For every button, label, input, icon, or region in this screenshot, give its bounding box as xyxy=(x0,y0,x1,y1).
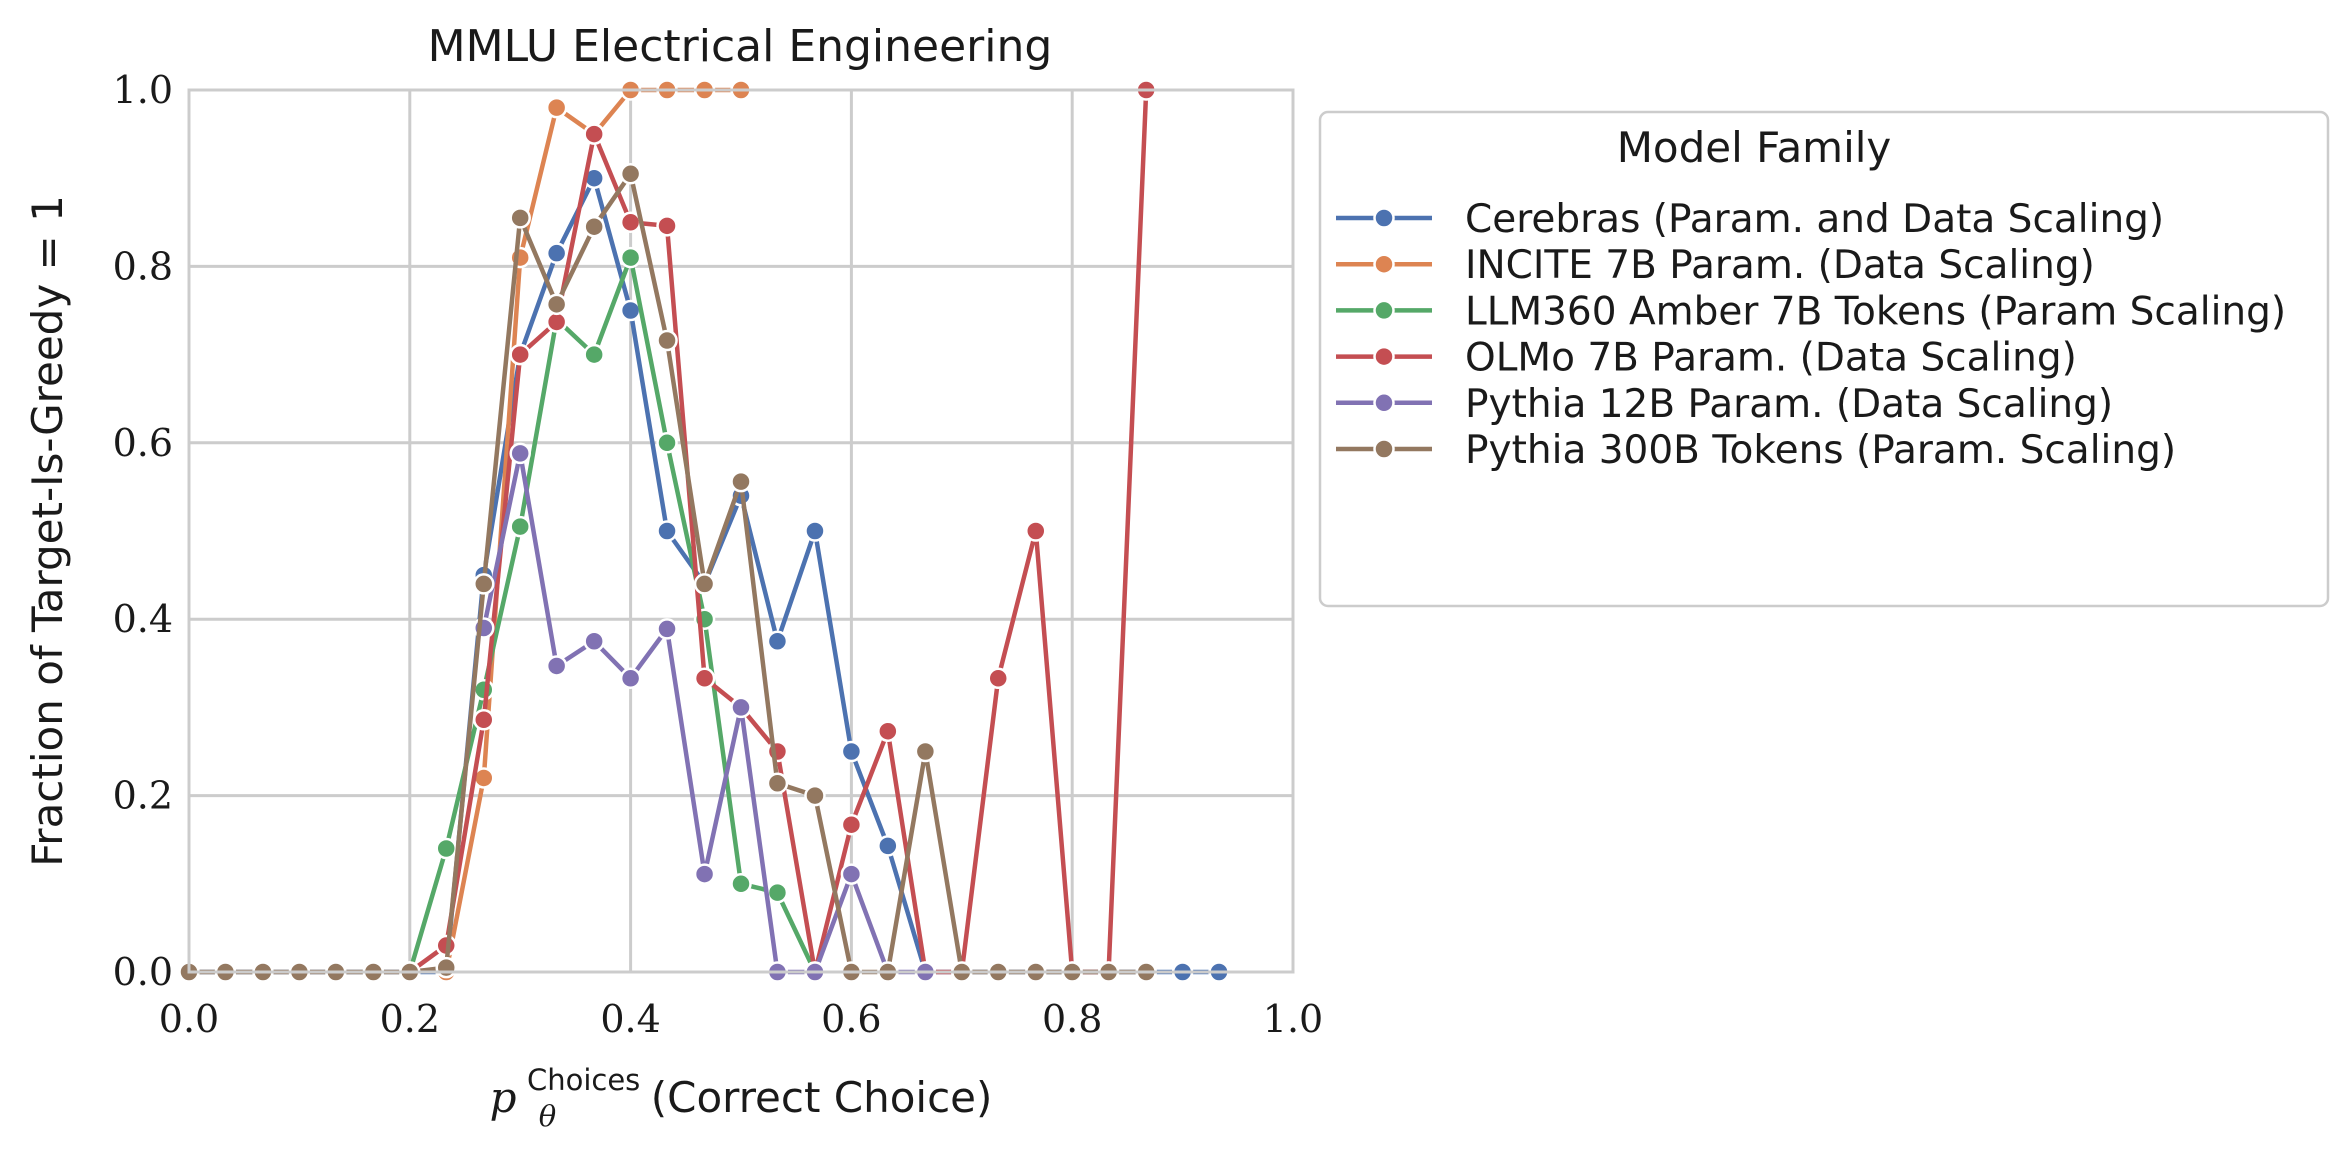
data-point xyxy=(619,246,642,269)
data-point xyxy=(473,679,495,701)
y-tick-label: 0.4 xyxy=(113,597,173,641)
y-tick-label: 0.6 xyxy=(113,421,173,465)
data-point xyxy=(583,630,605,652)
data-point xyxy=(509,343,531,366)
data-point xyxy=(840,740,863,763)
legend-marker xyxy=(1373,392,1395,414)
data-point xyxy=(656,215,678,237)
legend-item: Pythia 12B Param. (Data Scaling) xyxy=(1336,382,2113,427)
legend-label: Cerebras (Param. and Data Scaling) xyxy=(1465,197,2164,242)
x-tick-label: 0.6 xyxy=(821,997,881,1041)
data-point xyxy=(804,784,826,807)
legend-label: Pythia 300B Tokens (Param. Scaling) xyxy=(1465,428,2176,473)
legend-marker xyxy=(1373,207,1395,229)
x-tick-label: 0.2 xyxy=(380,997,440,1041)
data-point xyxy=(545,311,568,333)
data-point xyxy=(766,772,789,795)
data-point xyxy=(435,837,457,860)
y-tick-label: 0.0 xyxy=(113,950,173,994)
data-point xyxy=(877,835,899,857)
data-point xyxy=(656,618,678,640)
data-point xyxy=(730,696,752,719)
data-point xyxy=(987,667,1009,690)
legend-items: Cerebras (Param. and Data Scaling)INCITE… xyxy=(1336,197,2286,473)
plot-frame xyxy=(187,88,1295,974)
data-point xyxy=(877,720,899,742)
data-point xyxy=(509,207,531,229)
data-point xyxy=(914,740,937,763)
data-point xyxy=(545,293,568,316)
data-point xyxy=(693,573,716,595)
x-axis-label-text: (Correct Choice) xyxy=(651,1073,993,1122)
x-axis-label-superscript: Choices xyxy=(527,1063,640,1097)
data-point xyxy=(730,873,752,895)
data-point xyxy=(656,329,678,352)
legend-frame xyxy=(1318,110,2330,608)
data-point xyxy=(656,432,678,454)
data-point xyxy=(619,667,642,690)
data-point xyxy=(435,956,457,979)
y-tick-label: 0.2 xyxy=(113,774,173,818)
y-axis-label: Fraction of Target-Is-Greedy = 1 xyxy=(23,195,72,867)
grid xyxy=(187,88,1295,974)
legend-label: OLMo 7B Param. (Data Scaling) xyxy=(1465,336,2077,381)
legend-label: LLM360 Amber 7B Tokens (Param Scaling) xyxy=(1465,289,2286,334)
data-point xyxy=(619,211,642,234)
legend-label: Pythia 12B Param. (Data Scaling) xyxy=(1465,382,2113,427)
x-tick-label: 0.8 xyxy=(1042,997,1102,1041)
data-point xyxy=(693,863,716,885)
legend-label: INCITE 7B Param. (Data Scaling) xyxy=(1465,243,2095,288)
data-point xyxy=(804,520,826,542)
x-axis-label-subscript: θ xyxy=(539,1099,556,1133)
legend-item: INCITE 7B Param. (Data Scaling) xyxy=(1336,243,2095,288)
data-point xyxy=(840,863,863,885)
data-point xyxy=(545,96,568,119)
data-point xyxy=(583,343,605,366)
data-point xyxy=(619,299,642,322)
data-point xyxy=(766,630,789,652)
data-point xyxy=(656,520,678,542)
data-point xyxy=(766,881,789,904)
x-axis-label: p Choices θ (Correct Choice) xyxy=(490,1054,993,1136)
data-point xyxy=(509,442,531,465)
data-point xyxy=(545,242,568,264)
legend-marker xyxy=(1373,299,1395,322)
y-tick-label: 1.0 xyxy=(113,68,173,112)
data-point xyxy=(619,163,642,185)
data-point xyxy=(693,667,716,690)
legend-marker xyxy=(1373,345,1395,368)
data-point xyxy=(473,573,495,595)
tick-labels: 0.0 0.2 0.4 0.6 0.8 1.0 0.0 0.2 0.4 0.6 0.8 1.0 xyxy=(113,68,1324,1041)
data-point xyxy=(583,123,605,145)
legend-title: Model Family xyxy=(1617,123,1892,172)
chart-title: MMLU Electrical Engineering xyxy=(428,21,1053,72)
legend-item: Cerebras (Param. and Data Scaling) xyxy=(1336,197,2164,242)
data-point xyxy=(545,655,568,677)
data-point xyxy=(473,708,495,731)
legend-item: LLM360 Amber 7B Tokens (Param Scaling) xyxy=(1336,289,2286,334)
x-tick-label: 0.0 xyxy=(159,997,219,1041)
data-point xyxy=(840,813,863,836)
legend: Model Family Cerebras (Param. and Data S… xyxy=(1318,110,2330,608)
data-point xyxy=(730,470,752,493)
x-axis-label-math: p xyxy=(490,1073,517,1122)
y-tick-label: 0.8 xyxy=(113,244,173,288)
legend-marker xyxy=(1373,438,1395,460)
data-point xyxy=(583,215,605,238)
data-point xyxy=(509,515,531,538)
legend-item: Pythia 300B Tokens (Param. Scaling) xyxy=(1336,428,2176,473)
legend-item: OLMo 7B Param. (Data Scaling) xyxy=(1336,336,2077,381)
x-tick-label: 1.0 xyxy=(1263,997,1323,1041)
x-tick-label: 0.4 xyxy=(600,997,660,1041)
data-point xyxy=(1025,520,1047,542)
legend-marker xyxy=(1373,253,1395,275)
plot-background xyxy=(189,90,1293,972)
